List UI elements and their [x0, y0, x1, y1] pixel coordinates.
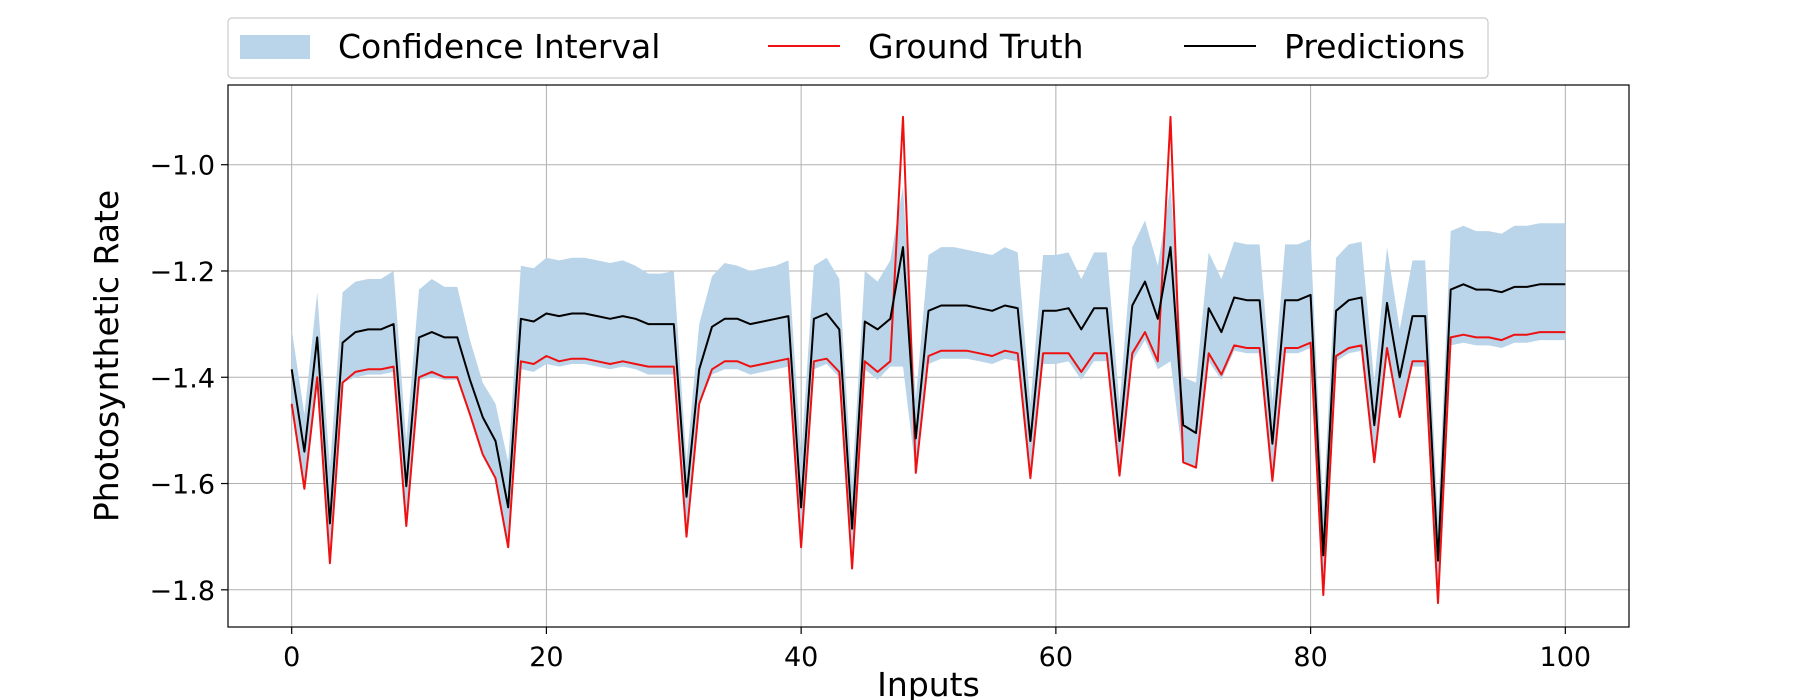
legend-label-confidence-interval: Confidence Interval — [338, 27, 660, 66]
x-tick-label: 60 — [1039, 642, 1073, 673]
y-axis-title: Photosynthetic Rate — [87, 190, 126, 522]
legend-label-ground-truth: Ground Truth — [868, 27, 1084, 66]
x-tick-label: 100 — [1540, 642, 1592, 673]
legend-label-predictions: Predictions — [1284, 27, 1465, 66]
x-tick-label: 20 — [529, 642, 563, 673]
x-axis-title: Inputs — [877, 665, 980, 700]
legend-frame — [227, 17, 1489, 79]
series-lines — [290, 115, 1566, 605]
confidence-interval-band — [291, 186, 1566, 604]
legend: Confidence Interval Ground Truth Predict… — [227, 17, 1489, 79]
predictions-line — [290, 246, 1566, 562]
x-tick-label: 40 — [784, 642, 818, 673]
y-tick-label: −1.8 — [149, 576, 215, 607]
confidence-interval-area — [291, 186, 1566, 604]
y-tick-label: −1.0 — [149, 151, 215, 182]
plot-area-frame — [227, 84, 1630, 628]
x-tick-label: 0 — [283, 642, 300, 673]
x-tick-label: 80 — [1293, 642, 1327, 673]
y-tick-label: −1.4 — [149, 363, 215, 394]
ground-truth-line — [290, 115, 1566, 605]
y-axis-ticks: −1.8 −1.6 −1.4 −1.2 −1.0 — [149, 151, 228, 607]
y-tick-label: −1.2 — [149, 257, 215, 288]
y-tick-label: −1.6 — [149, 470, 215, 501]
legend-swatch-confidence-interval — [240, 35, 310, 59]
x-axis-ticks: 0 20 40 60 80 100 — [283, 627, 1591, 673]
